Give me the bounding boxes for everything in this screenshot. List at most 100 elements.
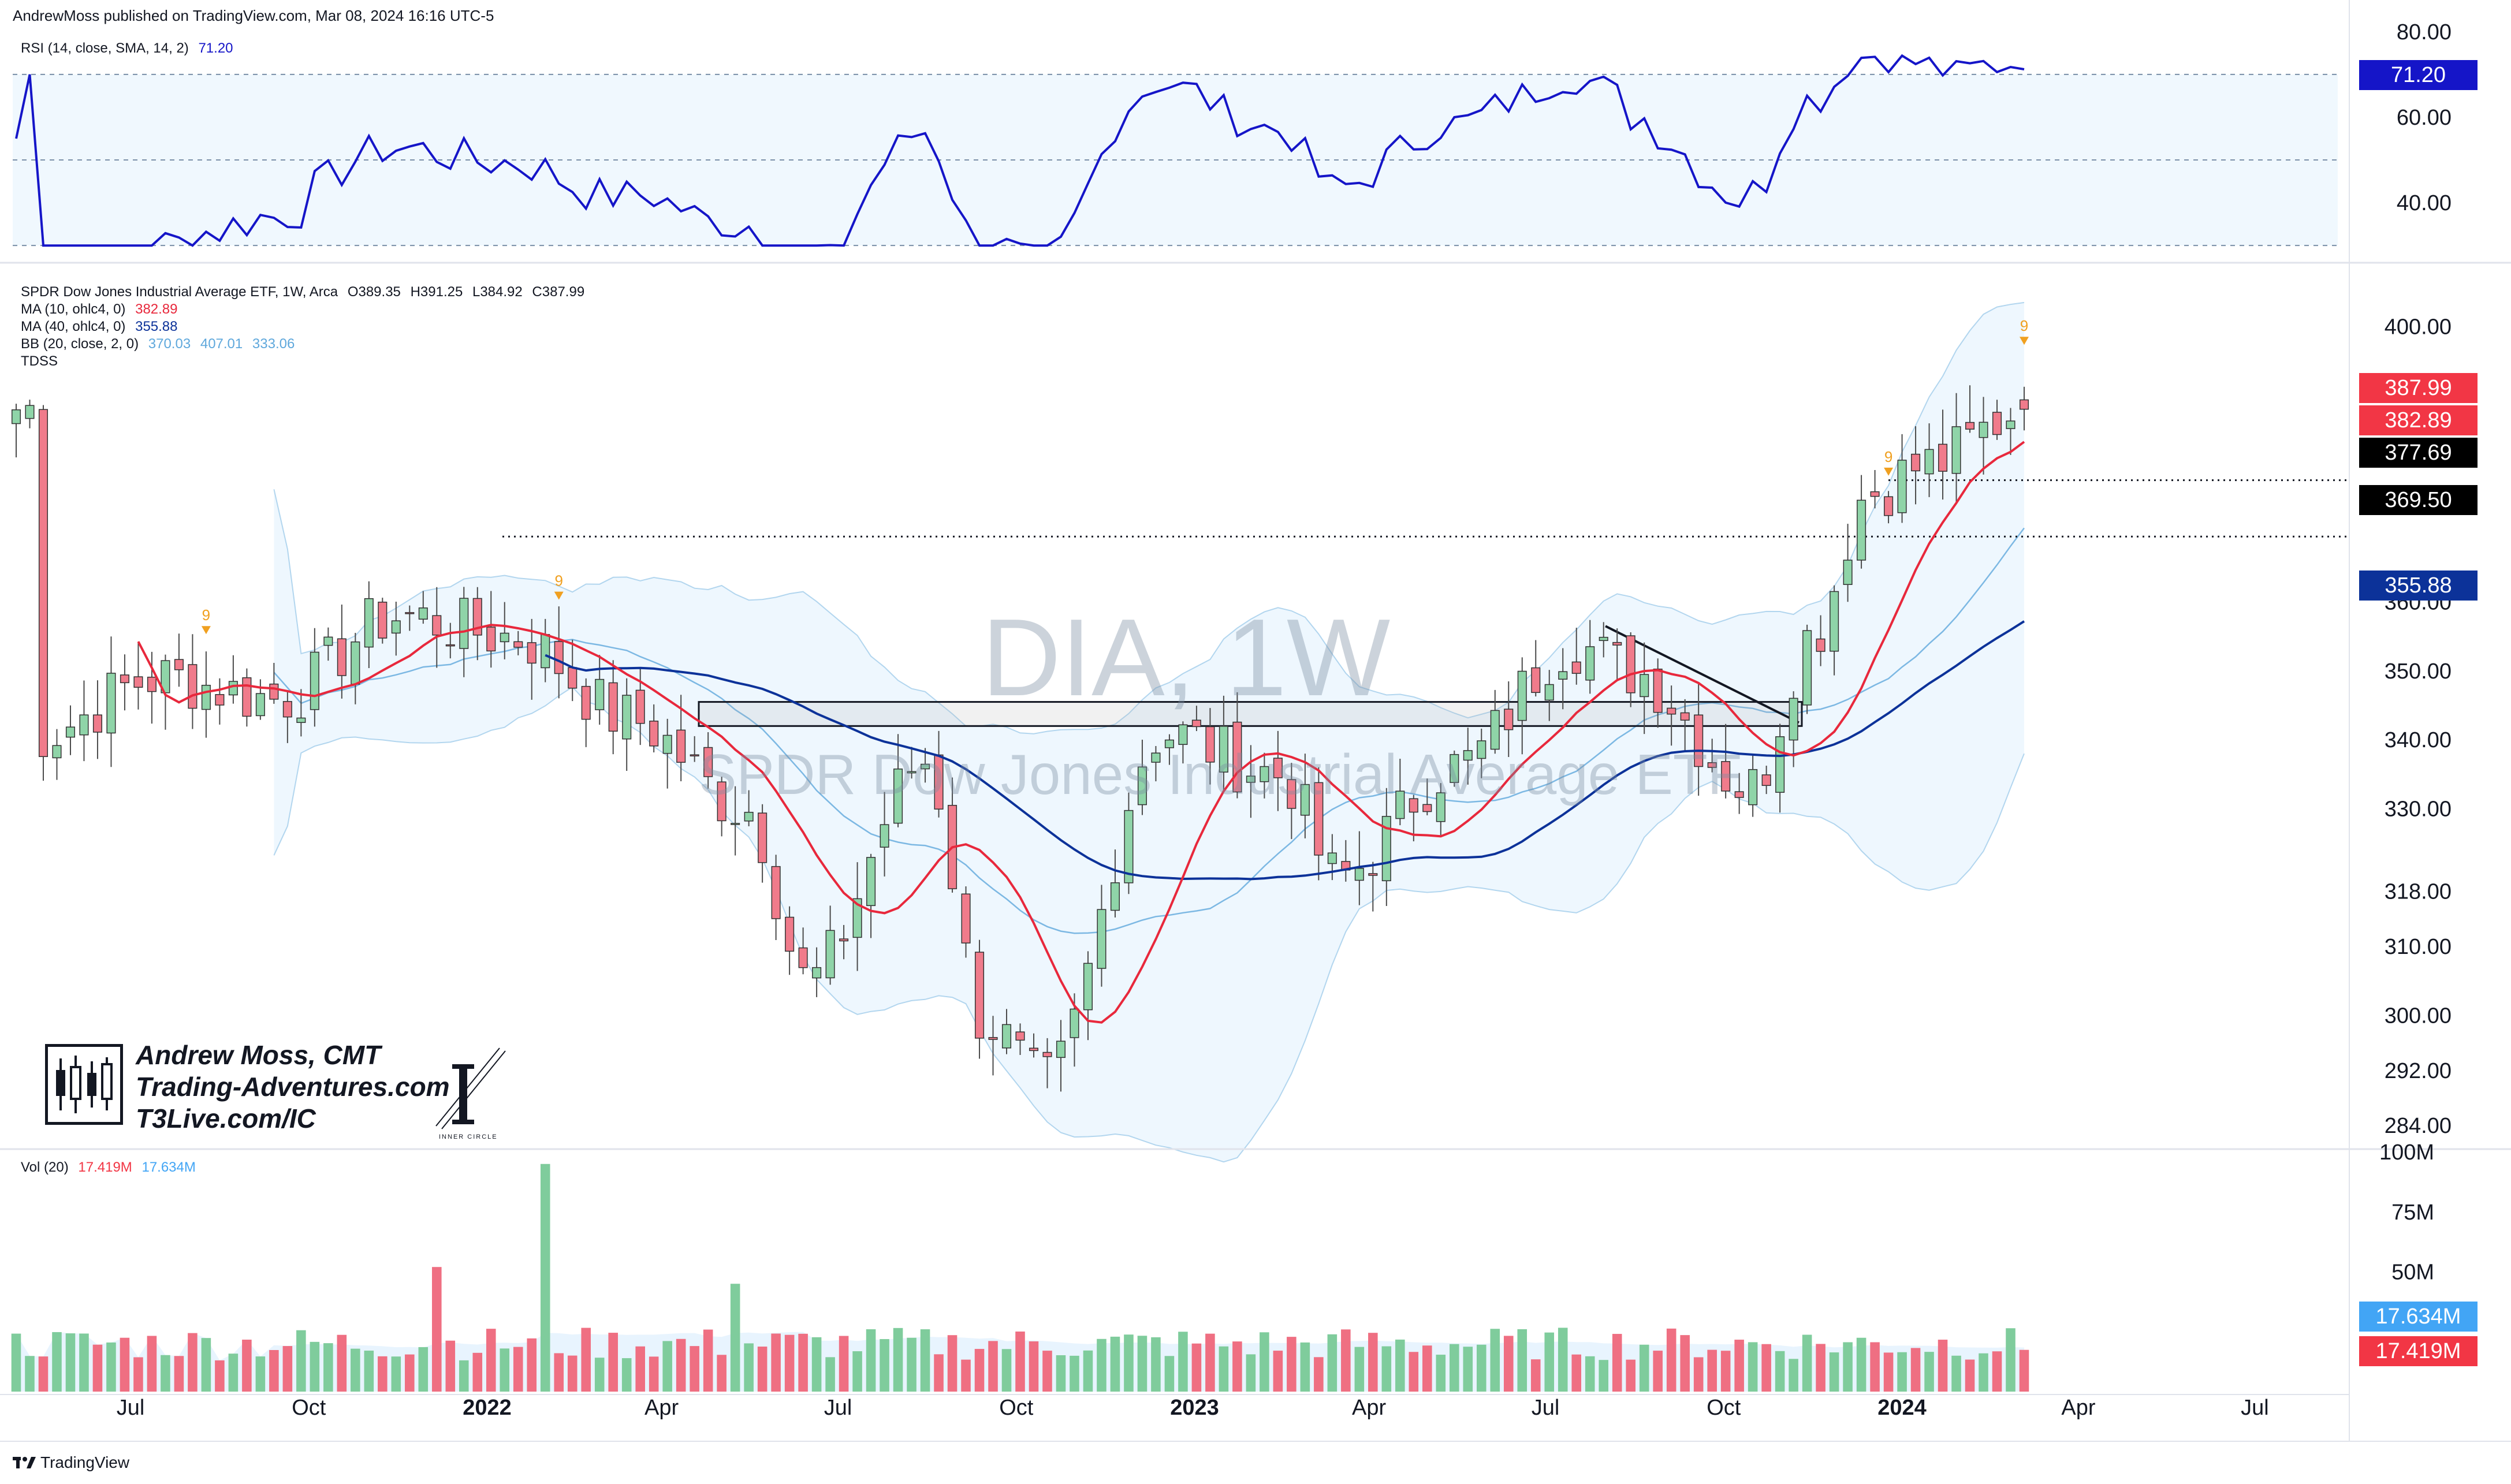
candle-body xyxy=(1558,671,1568,680)
author-link[interactable]: T3Live.com/IC xyxy=(136,1103,316,1133)
candle xyxy=(215,678,225,725)
candle-body xyxy=(1857,499,1867,561)
volume-bar xyxy=(662,1341,672,1392)
candle-body xyxy=(595,678,605,710)
candle xyxy=(1463,728,1473,785)
candle-body xyxy=(1789,698,1798,741)
candle-body xyxy=(907,771,917,774)
candle xyxy=(1571,628,1581,685)
volume-legend-value: 17.419M xyxy=(78,1159,132,1175)
symbol-legend[interactable]: SPDR Dow Jones Industrial Average ETF, 1… xyxy=(21,284,590,300)
volume-bar xyxy=(1585,1356,1595,1392)
volume-bar xyxy=(839,1336,849,1392)
rsi-legend[interactable]: RSI (14, close, SMA, 14, 2) 71.20 xyxy=(21,40,239,57)
candle xyxy=(893,734,903,827)
volume-bar xyxy=(1137,1336,1148,1392)
candle-body xyxy=(744,811,754,822)
tdss-legend[interactable]: TDSS xyxy=(21,353,64,370)
ma10-legend[interactable]: MA (10, ohlc4, 0) 382.89 xyxy=(21,301,184,318)
candle xyxy=(1368,862,1378,912)
candle-body xyxy=(717,781,727,822)
candle xyxy=(1979,397,1988,475)
candle xyxy=(1965,385,1975,433)
candle-body xyxy=(65,726,76,738)
candle xyxy=(1409,795,1418,841)
volume-bar xyxy=(418,1347,429,1392)
volume-bar xyxy=(188,1333,198,1392)
candle xyxy=(255,679,265,720)
candle xyxy=(1015,1023,1025,1055)
candle xyxy=(608,660,618,755)
candle-body xyxy=(1531,667,1541,693)
time-tick-label: Oct xyxy=(1707,1396,1741,1420)
volume-bar xyxy=(852,1351,862,1392)
candle xyxy=(1640,642,1649,734)
volume-bar xyxy=(907,1337,917,1392)
candle-body xyxy=(486,627,496,652)
candle-body xyxy=(2019,399,2029,410)
candle xyxy=(1531,640,1541,697)
volume-bar xyxy=(1205,1333,1215,1392)
candle xyxy=(1504,681,1514,758)
candle-body xyxy=(1381,816,1391,882)
candle xyxy=(1843,524,1853,602)
tradingview-brand[interactable]: TradingView xyxy=(40,1453,130,1471)
bb-legend[interactable]: BB (20, close, 2, 0) 370.03 407.01 333.0… xyxy=(21,336,300,352)
candle-body xyxy=(418,607,428,620)
candle-body xyxy=(568,667,578,689)
candle-body xyxy=(2006,420,2015,430)
candle xyxy=(500,602,509,659)
bb-legend-upper: 407.01 xyxy=(200,336,243,352)
candle xyxy=(1884,491,1894,524)
candle xyxy=(1707,739,1717,773)
volume-bar xyxy=(1680,1335,1690,1392)
candle-body xyxy=(1463,750,1473,761)
candle-body xyxy=(1001,1024,1012,1049)
candle xyxy=(1083,951,1093,1041)
volume-bar xyxy=(161,1355,170,1392)
rsi-legend-name: RSI (14, close, SMA, 14, 2) xyxy=(21,40,189,56)
volume-legend[interactable]: Vol (20) 17.419M 17.634M xyxy=(21,1159,202,1176)
candle-body xyxy=(1680,712,1690,721)
candle-body xyxy=(608,682,618,732)
price-tick-label: 400.00 xyxy=(2385,315,2452,339)
price-tick-label: 340.00 xyxy=(2385,728,2452,752)
volume-bar xyxy=(893,1328,903,1392)
volume-bar xyxy=(703,1329,713,1392)
candle xyxy=(1056,1020,1066,1092)
rsi-legend-value: 71.20 xyxy=(198,40,233,56)
candle xyxy=(866,853,876,938)
candle-body xyxy=(310,651,319,710)
candle-body xyxy=(38,409,49,757)
volume-bar xyxy=(147,1336,157,1392)
candle xyxy=(880,792,889,877)
inner-circle-caption: INNER CIRCLE xyxy=(439,1133,498,1140)
volume-bar xyxy=(920,1329,930,1392)
tradingview-logo-icon[interactable] xyxy=(13,1455,36,1471)
candle xyxy=(581,678,591,747)
candle-body xyxy=(690,754,699,756)
candle-body xyxy=(622,695,632,740)
candle-body xyxy=(1992,412,2002,435)
candle xyxy=(174,633,184,687)
ma40-legend[interactable]: MA (40, ohlc4, 0) 355.88 xyxy=(21,319,184,335)
candle xyxy=(1599,622,1608,658)
volume-bar xyxy=(215,1360,225,1392)
volume-bar xyxy=(2019,1349,2029,1392)
candle xyxy=(1612,628,1622,681)
candle-body xyxy=(255,693,265,717)
volume-tick-label: 100M xyxy=(2379,1140,2434,1165)
volume-bar xyxy=(988,1341,998,1392)
candle-body xyxy=(798,947,808,968)
candle xyxy=(1137,739,1147,815)
candle-body xyxy=(1124,810,1134,883)
candle-body xyxy=(961,893,971,944)
candle-body xyxy=(405,612,415,614)
ma40-legend-value: 355.88 xyxy=(135,319,178,334)
candle xyxy=(1694,683,1704,796)
candle xyxy=(825,905,835,985)
volume-bar xyxy=(351,1348,360,1392)
volume-bar xyxy=(1612,1334,1622,1392)
